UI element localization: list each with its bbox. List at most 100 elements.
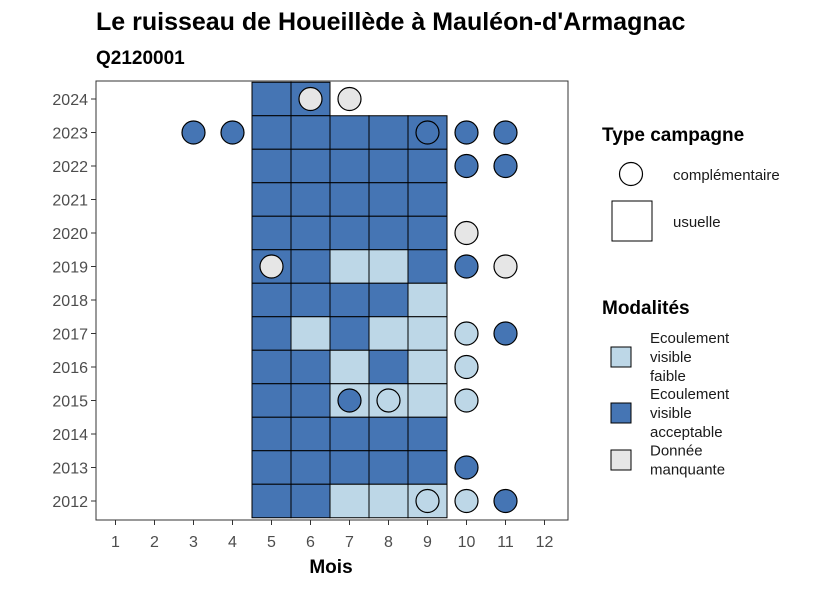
- complementary-point-2013-10: [454, 455, 479, 480]
- usual-cell-2015-5: [251, 383, 292, 418]
- usual-cell-2021-6: [290, 182, 331, 217]
- usual-cell-2013-7: [329, 450, 370, 485]
- x-tick-label-12: 12: [536, 534, 554, 551]
- complementary-point-2024-6: [298, 86, 323, 112]
- x-tick-label-5: 5: [267, 534, 276, 551]
- y-tick-label-2018: 2018: [52, 293, 88, 310]
- legend-key-acceptable: [610, 402, 632, 424]
- complementary-point-2015-8: [376, 388, 401, 413]
- x-tick-label-4: 4: [228, 534, 237, 551]
- y-tick-label-2013: 2013: [52, 461, 88, 478]
- usual-cell-2016-6: [290, 349, 331, 385]
- legend-label-acceptable-line-2: visible: [650, 405, 692, 422]
- usual-cell-2023-8: [368, 115, 409, 150]
- usual-cell-2013-6: [290, 450, 331, 485]
- y-tick-label-2021: 2021: [52, 193, 88, 210]
- usual-cell-2016-9: [407, 349, 448, 385]
- complementary-point-2017-10: [454, 321, 479, 346]
- legend-label-manquante-line-2: manquante: [650, 462, 725, 479]
- x-tick-label-9: 9: [423, 534, 432, 551]
- usual-cell-2014-5: [251, 416, 292, 452]
- complementary-point-2023-3: [181, 120, 206, 145]
- x-axis-title: Mois: [309, 557, 352, 578]
- x-tick-label-7: 7: [345, 534, 354, 551]
- x-tick-label-10: 10: [458, 534, 476, 551]
- legend-label-manquante-line-1: Donnée: [650, 443, 703, 460]
- legend-key-manquante: [610, 449, 632, 471]
- usual-cell-2022-6: [290, 148, 331, 184]
- y-tick-label-2012: 2012: [52, 494, 88, 511]
- usual-cell-2014-7: [329, 416, 370, 452]
- complementary-point-2024-7: [337, 86, 362, 112]
- legend-label-faible-line-2: visible: [650, 349, 692, 366]
- legend-label-acceptable-line-1: Ecoulement: [650, 386, 730, 403]
- chart-subtitle: Q2120001: [96, 48, 185, 69]
- usual-cell-2021-5: [251, 182, 292, 217]
- complementary-point-2019-5: [259, 254, 284, 279]
- usual-cell-2018-9: [407, 282, 448, 318]
- usual-cell-2017-7: [329, 316, 370, 351]
- legend-modalites: Modalités EcoulementvisiblefaibleEcoulem…: [602, 298, 730, 479]
- complementary-point-2022-11: [493, 153, 518, 179]
- usual-cell-2018-6: [290, 282, 331, 318]
- usual-cell-2021-8: [368, 182, 409, 217]
- usual-cell-2015-6: [290, 383, 331, 418]
- y-tick-label-2019: 2019: [52, 260, 88, 277]
- usual-cell-2022-5: [251, 148, 292, 184]
- usual-cell-2024-5: [251, 81, 292, 117]
- usual-cell-2019-9: [407, 249, 448, 284]
- complementary-point-2023-11: [493, 120, 518, 145]
- usual-cell-2016-7: [329, 349, 370, 385]
- y-tick-label-2014: 2014: [52, 427, 88, 444]
- complementary-points-layer: [181, 86, 518, 514]
- complementary-point-2012-10: [454, 488, 479, 514]
- legend-type-title: Type campagne: [602, 125, 744, 146]
- legend-label-faible-line-1: Ecoulement: [650, 330, 730, 347]
- complementary-point-2015-10: [454, 388, 479, 413]
- x-tick-label-1: 1: [111, 534, 120, 551]
- y-tick-label-2024: 2024: [52, 92, 88, 109]
- usual-cell-2018-8: [368, 282, 409, 318]
- usual-cell-2016-8: [368, 349, 409, 385]
- complementary-point-2019-11: [493, 254, 518, 279]
- usual-cell-2013-8: [368, 450, 409, 485]
- usual-cell-2012-6: [290, 483, 331, 519]
- usual-cell-2013-5: [251, 450, 292, 485]
- legend-square-symbol: [611, 200, 653, 242]
- complementary-point-2016-10: [454, 354, 479, 380]
- usual-cell-2012-5: [251, 483, 292, 519]
- complementary-point-2023-4: [220, 120, 245, 145]
- legend-modalites-title: Modalités: [602, 298, 690, 319]
- y-tick-label-2023: 2023: [52, 126, 88, 143]
- usual-cell-2017-9: [407, 316, 448, 351]
- complementary-point-2023-9: [415, 120, 440, 145]
- x-tick-label-11: 11: [497, 534, 514, 551]
- x-tick-label-8: 8: [384, 534, 393, 551]
- usual-cell-2017-8: [368, 316, 409, 351]
- usual-cell-2018-5: [251, 282, 292, 318]
- usual-cell-2022-9: [407, 148, 448, 184]
- x-axis: 1 2 3 4 5 6 7 8 9 10 11 12: [111, 520, 554, 551]
- usual-cell-2018-7: [329, 282, 370, 318]
- x-tick-label-2: 2: [150, 534, 159, 551]
- complementary-point-2012-9: [415, 488, 440, 514]
- usual-cells-layer: [251, 81, 448, 519]
- usual-cell-2020-5: [251, 215, 292, 251]
- complementary-point-2012-11: [493, 488, 518, 514]
- complementary-point-2015-7: [337, 388, 362, 413]
- y-axis: 2012 2013 2014 2015 2016 2017 2018 2019 2020 2021…: [52, 92, 96, 511]
- chart-title: Le ruisseau de Houeillède à Mauléon-d'Ar…: [96, 8, 686, 36]
- usual-cell-2015-9: [407, 383, 448, 418]
- usual-cell-2023-6: [290, 115, 331, 150]
- usual-cell-2014-9: [407, 416, 448, 452]
- legend-usuelle-label: usuelle: [673, 214, 721, 231]
- y-tick-label-2016: 2016: [52, 360, 88, 377]
- usual-cell-2022-7: [329, 148, 370, 184]
- y-tick-label-2020: 2020: [52, 226, 88, 243]
- x-tick-label-3: 3: [189, 534, 198, 551]
- usual-cell-2012-7: [329, 483, 370, 519]
- complementary-point-2019-10: [454, 254, 479, 279]
- usual-cell-2019-8: [368, 249, 409, 284]
- usual-cell-2020-8: [368, 215, 409, 251]
